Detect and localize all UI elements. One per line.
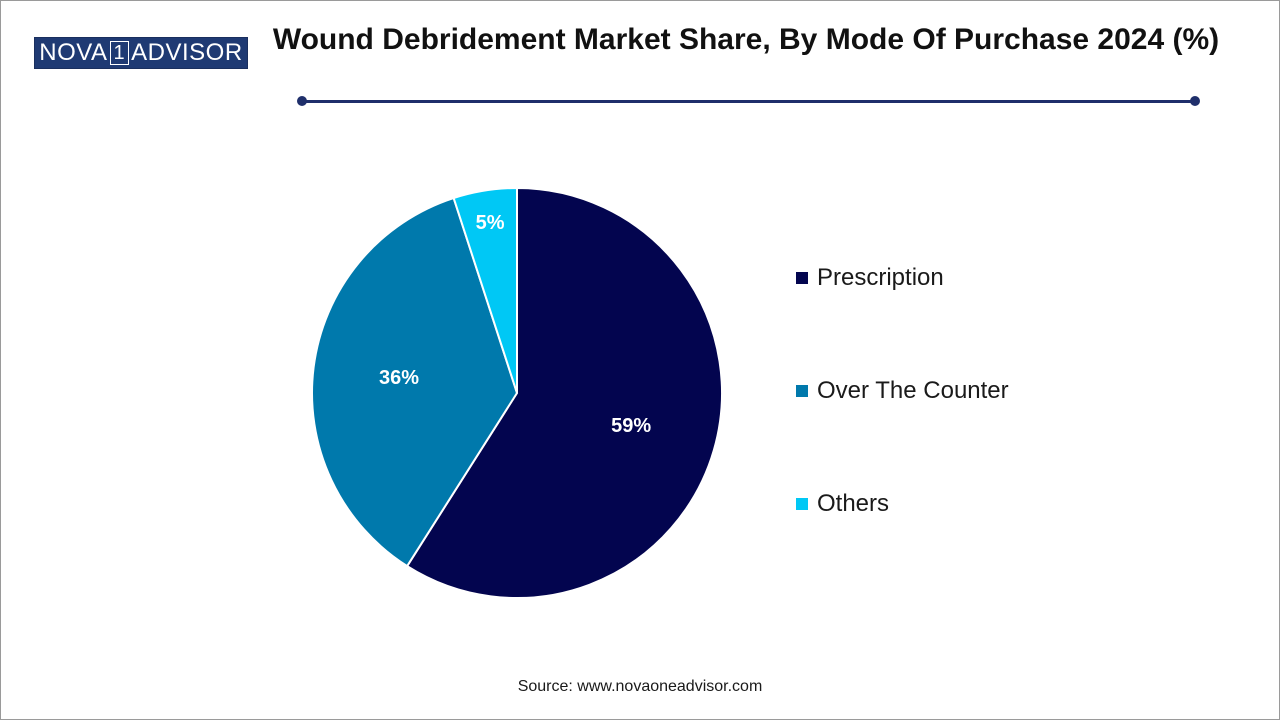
legend-item: Prescription	[796, 262, 1009, 294]
pie-data-label: 59%	[611, 415, 651, 437]
chart-title: Wound Debridement Market Share, By Mode …	[272, 23, 1220, 56]
title-underline	[302, 100, 1194, 103]
pie-slice-others	[452, 186, 518, 394]
pie-data-label: 36%	[379, 367, 419, 389]
legend-swatch	[796, 385, 808, 397]
logo-text-left: NOVA	[39, 39, 108, 66]
pie-slice-prescription	[405, 186, 723, 599]
pie-slice-over-the-counter	[311, 196, 519, 568]
legend-swatch	[796, 498, 808, 510]
legend-item: Others	[796, 488, 1009, 520]
legend-item: Over The Counter	[796, 375, 1009, 407]
source-note: Source: www.novaoneadvisor.com	[517, 678, 763, 695]
logo-text-one: 1	[109, 41, 130, 65]
logo-text-right: ADVISOR	[131, 39, 243, 66]
pie-data-label: 5%	[476, 212, 505, 234]
legend-label: Others	[817, 490, 890, 517]
legend-swatch	[796, 272, 808, 284]
brand-logo: NOVA 1 ADVISOR	[34, 37, 248, 69]
underline-dot-right	[1190, 96, 1200, 106]
legend-label: Prescription	[817, 264, 944, 291]
chart-legend: Prescription Over The Counter Others	[796, 262, 1009, 601]
underline-dot-left	[297, 96, 307, 106]
legend-label: Over The Counter	[817, 377, 1009, 404]
